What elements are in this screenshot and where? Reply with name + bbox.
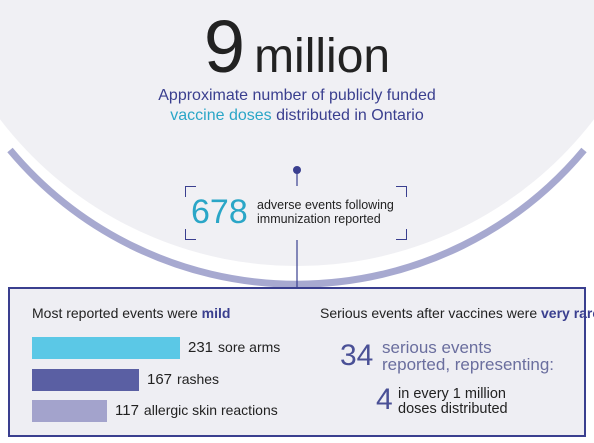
rate-text-line2: doses distributed <box>398 401 508 417</box>
event-count: 231 <box>188 339 214 356</box>
rate-number: 4 <box>376 383 393 416</box>
serious-title-emphasis: very rare <box>541 305 594 321</box>
bracket-corner <box>396 186 407 197</box>
serious-text-line2: reported, representing: <box>382 355 554 374</box>
subtitle-line1: Approximate number of publicly funded <box>158 87 436 104</box>
events-panel: Most reported events were mild 231 sore a… <box>8 287 594 437</box>
subtitle: Approximate number of publicly funded va… <box>0 86 594 126</box>
serious-text-line1: serious events <box>382 338 492 357</box>
event-count: 117 <box>115 402 139 419</box>
event-label: rashes <box>177 371 220 387</box>
headline-unit: million <box>254 30 391 83</box>
mild-title: Most reported events were mild <box>32 305 230 321</box>
headline: 9 million <box>0 4 594 89</box>
adverse-events-text-line2: immunization reported <box>257 212 381 226</box>
event-label: allergic skin reactions <box>143 402 278 418</box>
mild-title-prefix: Most reported events were <box>32 305 202 321</box>
event-count: 167 <box>147 371 173 388</box>
bracket-corner <box>185 229 196 240</box>
mild-title-emphasis: mild <box>201 305 231 321</box>
event-bar-label: 167 rashes <box>147 371 219 388</box>
event-bar-label: 231 sore arms <box>188 339 280 356</box>
bracket-corner <box>396 229 407 240</box>
rate-text: in every 1 million doses distributed <box>398 387 568 417</box>
serious-title-prefix: Serious events after vaccines were <box>320 305 541 321</box>
subtitle-highlight: vaccine doses <box>170 107 272 124</box>
rate-text-line1: in every 1 million <box>398 386 506 402</box>
event-bar-label: 117 allergic skin reactions <box>115 402 278 419</box>
headline-number: 9 <box>203 5 245 88</box>
event-bar <box>32 400 107 422</box>
adverse-events-number: 678 <box>191 193 248 231</box>
serious-text: serious events reported, representing: <box>382 339 572 373</box>
adverse-events-text-line1: adverse events following <box>257 198 394 212</box>
adverse-events-box: 678 adverse events following immunizatio… <box>185 186 407 240</box>
subtitle-rest: distributed in Ontario <box>271 107 424 124</box>
event-bar <box>32 337 180 359</box>
serious-number: 34 <box>340 339 374 372</box>
subtitle-line2: vaccine doses distributed in Ontario <box>0 106 594 126</box>
serious-title: Serious events after vaccines were very … <box>320 305 594 321</box>
bracket-corner <box>185 186 196 197</box>
event-label: sore arms <box>218 339 281 355</box>
adverse-events-text: adverse events following immunization re… <box>257 198 405 226</box>
event-bar <box>32 369 139 391</box>
